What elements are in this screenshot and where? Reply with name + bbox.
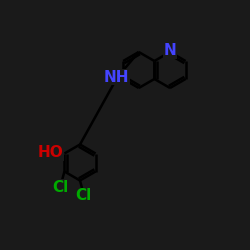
Text: NH: NH xyxy=(104,70,129,84)
Text: Cl: Cl xyxy=(52,180,69,194)
Text: HO: HO xyxy=(38,145,64,160)
Text: Cl: Cl xyxy=(76,188,92,204)
Text: N: N xyxy=(164,43,176,58)
